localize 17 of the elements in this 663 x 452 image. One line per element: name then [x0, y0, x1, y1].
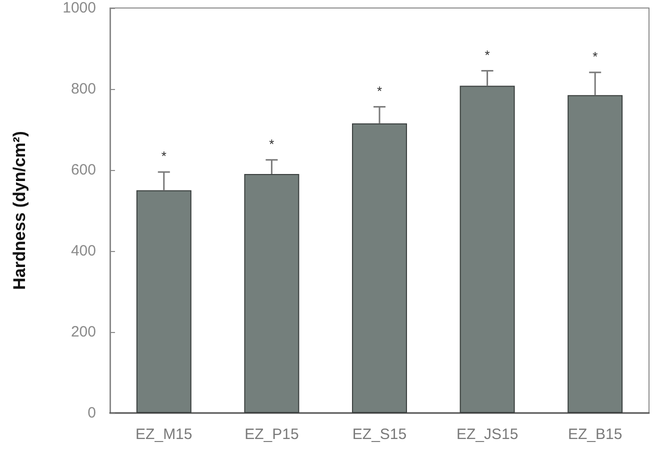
x-tick-label: EZ_JS15	[456, 426, 518, 443]
y-tick-label: 1000	[62, 0, 96, 16]
annotation: *	[376, 83, 382, 98]
x-tick-label: EZ_M15	[136, 426, 192, 443]
annotation: *	[592, 48, 598, 64]
annotation: *	[269, 136, 274, 152]
x-tick-label: EZ_P15	[244, 426, 299, 443]
y-tick-label: 600	[70, 162, 96, 178]
y-tick-label: 200	[70, 324, 96, 340]
y-tick-label: 0	[88, 404, 96, 422]
annotation: *	[484, 47, 490, 62]
x-tick-label: EZ_S15	[352, 426, 407, 443]
y-tick-label: 400	[70, 242, 96, 260]
y-axis-title: Hardness (dyn/cm²)	[10, 131, 29, 290]
y-tick-label: 800	[70, 80, 96, 98]
x-tick-label: EZ_B15	[568, 426, 622, 443]
annotation: *	[161, 148, 166, 164]
